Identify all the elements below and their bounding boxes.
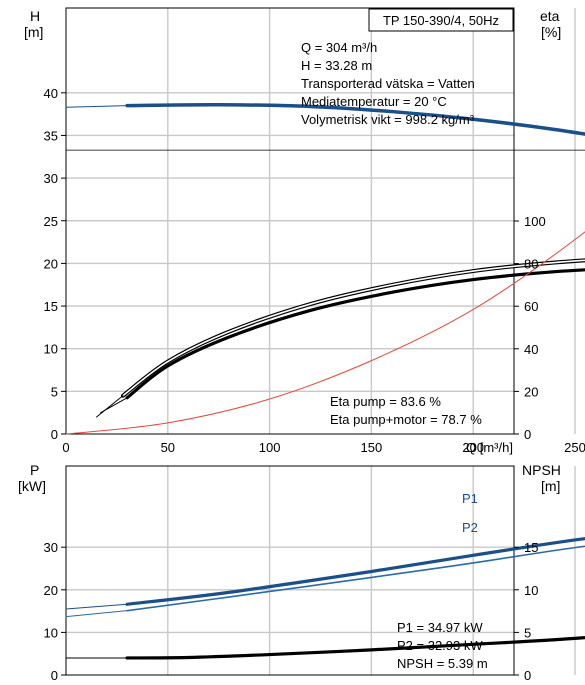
series-p1-ext [65, 603, 128, 610]
y-tick-label-right: 100 [524, 214, 546, 229]
series-system [65, 231, 585, 435]
y-tick-label-left: 30 [44, 171, 58, 186]
power-axis-label-line2: [kW] [18, 478, 46, 494]
duty-info-block: Q = 304 m³/h H = 33.28 m Transporterad v… [301, 40, 475, 127]
series-eta-pump-inner [122, 259, 585, 397]
model-label-box [368, 8, 514, 32]
y-tick-label-left: 15 [44, 299, 58, 314]
y-tick-label-left: 20 [44, 256, 58, 271]
bottom-series-layer [65, 536, 585, 660]
y-tick-label-left: 30 [44, 540, 58, 555]
top-tick-labels: 0501001502002503003500510152025303540020… [44, 86, 585, 455]
x-tick-label: 200 [462, 440, 484, 455]
info-p1: P1 = 34.97 kW [397, 620, 483, 635]
npsh-axis-label-line1: NPSH [522, 462, 561, 478]
bottom-tick-labels: 0 10 20 30 0 5 10 15 [44, 540, 539, 683]
x-axis-label: Q [m³/h] [466, 440, 513, 455]
y-tick-label-right: 80 [524, 257, 538, 272]
y-tick-label-right: 10 [524, 583, 538, 598]
eta-axis-label-line2: [%] [541, 24, 561, 40]
eta-info-block: Eta pump = 83.6 % Eta pump+motor = 78.7 … [330, 394, 482, 427]
series-npsh [125, 636, 585, 660]
y-tick-label-left: 5 [51, 384, 58, 399]
bottom-grid [66, 466, 576, 675]
info-flow: Q = 304 m³/h [301, 40, 377, 55]
head-axis-label-line2: [m] [24, 24, 43, 40]
info-eta-pump-motor: Eta pump+motor = 78.7 % [330, 412, 482, 427]
series-eta-ext-thin [96, 395, 124, 418]
y-tick-label-left: 25 [44, 214, 58, 229]
info-density: Volymetrisk vikt = 998.2 kg/m³ [301, 112, 475, 127]
model-label: TP 150-390/4, 50Hz [383, 13, 499, 28]
y-tick-label-right: 0 [524, 668, 531, 683]
y-tick-label-right: 15 [524, 540, 538, 555]
power-npsh-panel: 0 10 20 30 0 5 10 15 P [kW] NPSH [m] P1 P2 P1 =… [18, 462, 585, 683]
y-tick-label-left: 35 [44, 128, 58, 143]
eta-axis-label-line1: eta [540, 8, 560, 24]
y-tick-label-left: 0 [51, 668, 58, 683]
series-p2 [126, 545, 585, 612]
series-eta-pump-motor [125, 268, 585, 400]
info-head: H = 33.28 m [301, 58, 372, 73]
npsh-axis-label-line2: [m] [541, 478, 560, 494]
x-tick-label: 0 [62, 440, 69, 455]
y-tick-label-left: 20 [44, 583, 58, 598]
x-tick-label: 100 [259, 440, 281, 455]
info-p2: P2 = 32.93 kW [397, 638, 483, 653]
info-temperature: Mediatemperatur = 20 °C [301, 94, 447, 109]
y-tick-label-right: 0 [524, 427, 531, 442]
power-info-block: P1 = 34.97 kW P2 = 32.93 kW NPSH = 5.39 … [397, 620, 488, 671]
power-axis-label-line1: P [30, 462, 39, 478]
x-tick-label: 250 [564, 440, 585, 455]
series-head [125, 102, 585, 136]
series-p1 [125, 536, 585, 606]
y-tick-label-left: 10 [44, 342, 58, 357]
bottom-plot-frame [65, 465, 515, 676]
y-tick-label-right: 20 [524, 384, 538, 399]
info-liquid: Transporterad vätska = Vatten [301, 76, 475, 91]
y-tick-label-right: 5 [524, 625, 531, 640]
x-tick-label: 50 [161, 440, 175, 455]
head-efficiency-panel: 0501001502002503003500510152025303540020… [24, 7, 585, 455]
y-tick-label-left: 0 [51, 427, 58, 442]
y-tick-label-right: 60 [524, 299, 538, 314]
top-series-layer [65, 102, 585, 435]
info-npsh: NPSH = 5.39 m [397, 656, 488, 671]
series-eta-pump-outer [121, 258, 585, 398]
series-p2-ext [65, 610, 128, 618]
p2-series-label: P2 [462, 520, 478, 535]
y-tick-label-left: 10 [44, 625, 58, 640]
info-eta-pump: Eta pump = 83.6 % [330, 394, 441, 409]
top-grid [66, 8, 576, 434]
y-tick-label-right: 40 [524, 342, 538, 357]
head-axis-label-line1: H [30, 8, 40, 24]
y-tick-label-left: 40 [44, 86, 58, 101]
x-tick-label: 150 [361, 440, 383, 455]
series-eta-ext-thick [100, 397, 128, 414]
series-head-ext [65, 105, 128, 108]
p1-series-label: P1 [462, 491, 478, 506]
